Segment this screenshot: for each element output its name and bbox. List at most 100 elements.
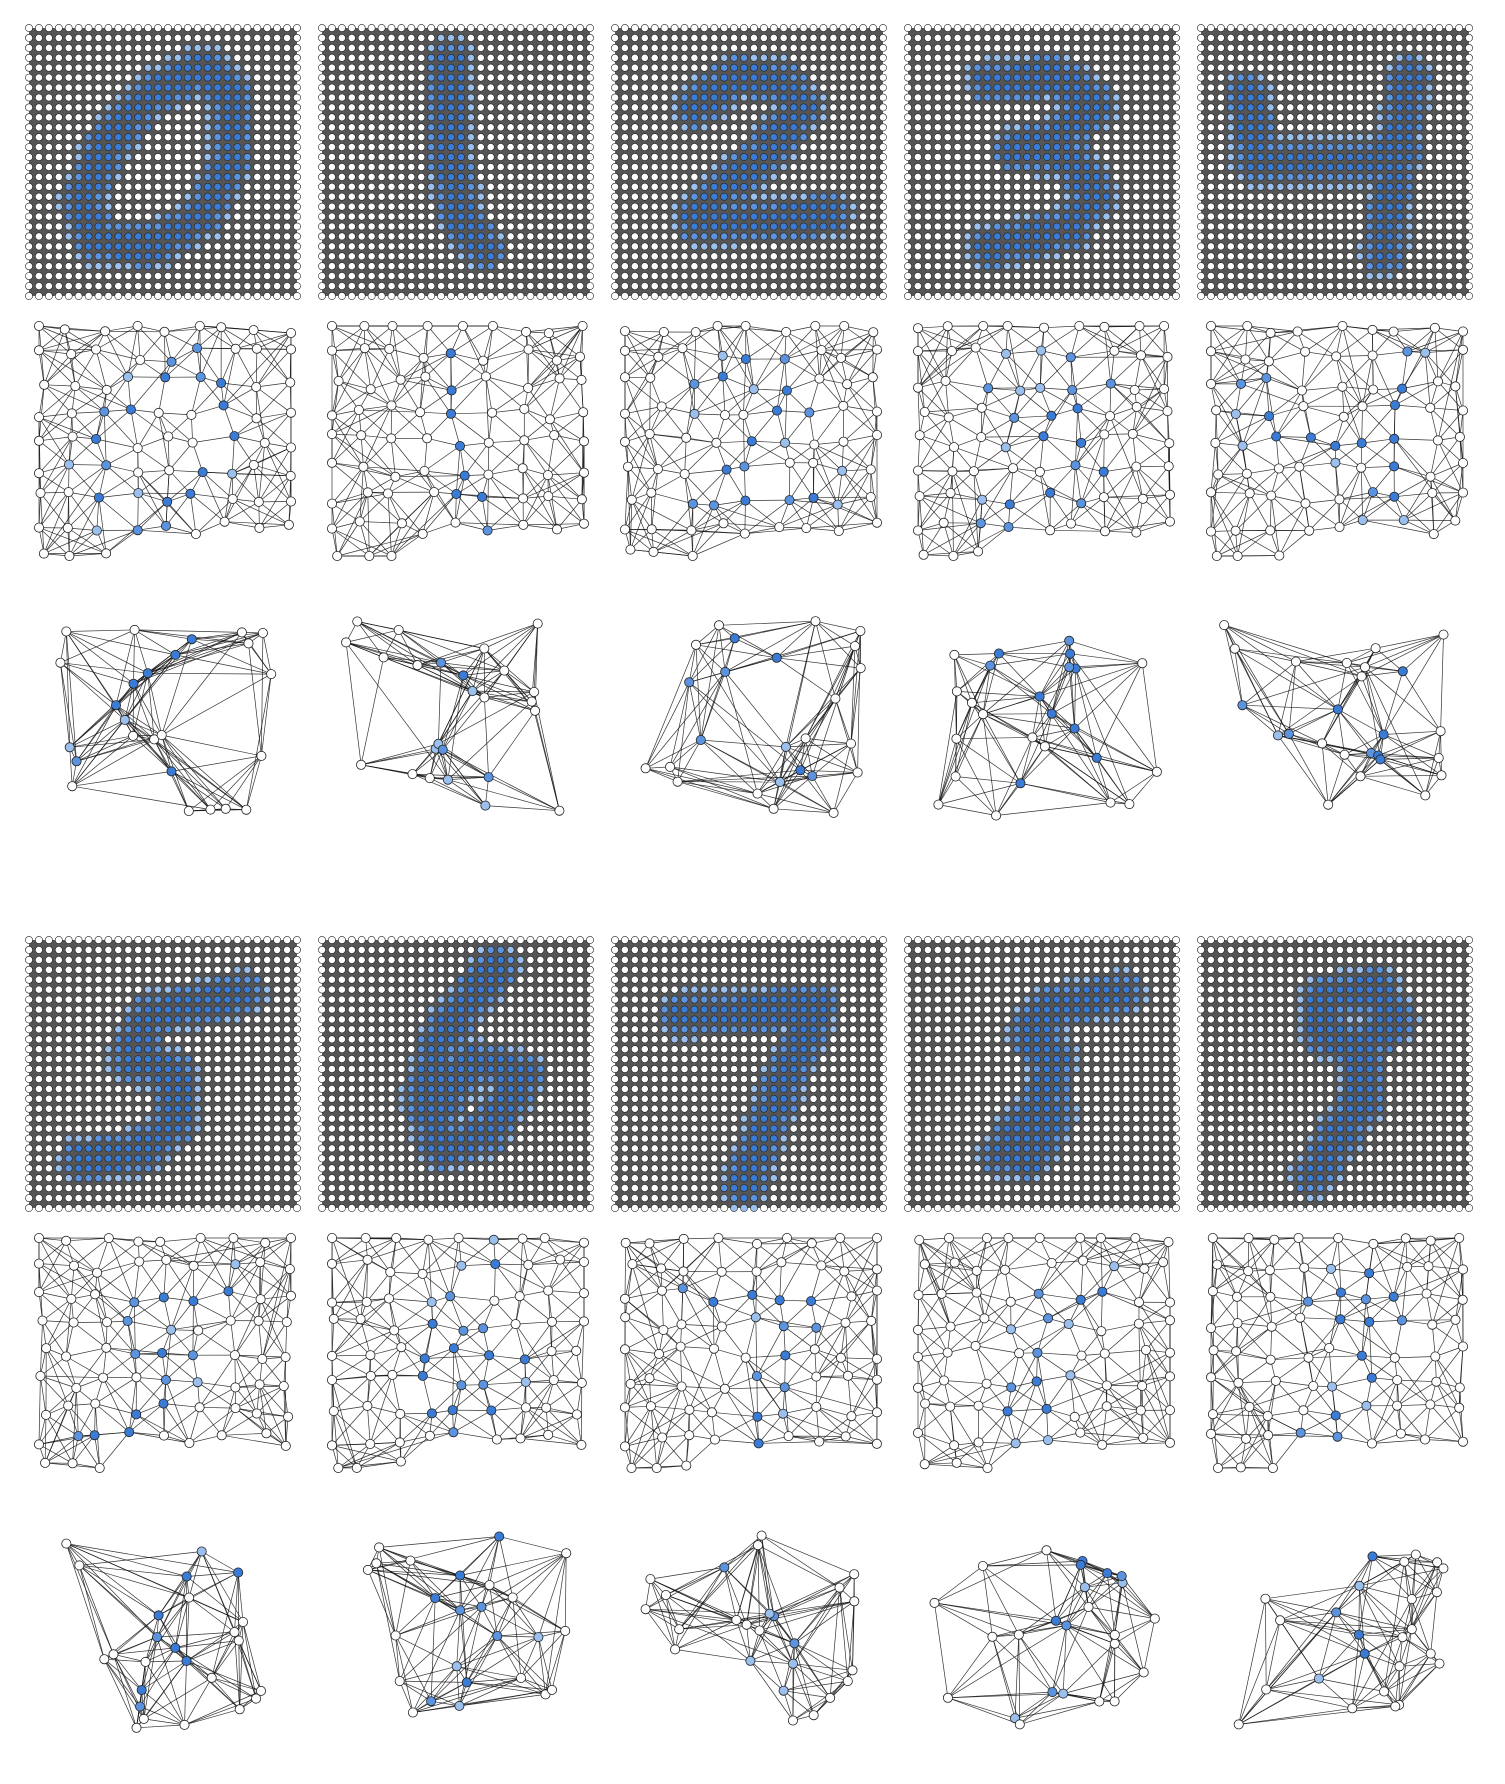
graph-edge xyxy=(694,413,726,416)
pixel-node xyxy=(318,163,326,171)
pixel-node xyxy=(25,232,33,241)
graph-edge xyxy=(220,348,236,384)
graph-edge xyxy=(451,360,484,391)
graph-node xyxy=(396,518,407,529)
pixel-node xyxy=(516,24,525,32)
active-pixel-node xyxy=(193,242,202,251)
graph-edge xyxy=(115,704,162,736)
pixel-node xyxy=(710,143,719,151)
pixel-node xyxy=(506,103,515,112)
pixel-node xyxy=(486,172,495,181)
pixel-node xyxy=(407,153,416,161)
active-pixel-node xyxy=(670,103,679,112)
pixel-node xyxy=(263,202,272,211)
pixel-node xyxy=(486,153,495,161)
pixel-node xyxy=(1003,202,1012,211)
active-pixel-node xyxy=(54,202,63,211)
pixel-node xyxy=(710,292,719,300)
graph-edge xyxy=(819,378,844,407)
active-pixel-node xyxy=(173,83,182,92)
pixel-node xyxy=(879,252,887,261)
active-pixel-node xyxy=(779,93,788,102)
graph-edge xyxy=(669,682,690,767)
pixel-node xyxy=(631,182,639,191)
active-graph-node xyxy=(91,525,102,536)
graph-edge xyxy=(553,411,584,436)
graph-node xyxy=(61,626,72,637)
active-pixel-node xyxy=(680,222,689,231)
pixel-node xyxy=(631,143,639,151)
pixel-node xyxy=(263,292,272,300)
pixel-node xyxy=(1172,232,1180,241)
active-pixel-node xyxy=(203,163,212,171)
pixel-node xyxy=(183,133,192,142)
active-pixel-node xyxy=(740,143,748,151)
pixel-node xyxy=(819,133,828,142)
graph-edge xyxy=(945,347,976,382)
graph-edge xyxy=(167,414,192,437)
graph-edge xyxy=(789,444,815,463)
graph-node xyxy=(517,463,528,474)
pixel-node xyxy=(611,34,619,42)
pixel-node xyxy=(318,222,326,231)
pixel-node xyxy=(740,103,748,112)
active-pixel-node xyxy=(74,202,83,211)
graph-edge xyxy=(694,383,726,416)
pixel-node xyxy=(84,103,93,112)
pixel-node xyxy=(203,24,212,32)
active-pixel-node xyxy=(760,63,768,72)
pixel-node xyxy=(377,232,386,241)
active-pixel-node xyxy=(476,192,485,201)
active-pixel-node xyxy=(243,143,252,151)
active-pixel-node xyxy=(466,83,475,92)
active-pixel-node xyxy=(1072,83,1081,92)
graph-edge xyxy=(776,358,786,411)
active-pixel-node xyxy=(730,192,738,201)
pixel-node xyxy=(621,83,629,92)
pixel-node xyxy=(611,212,619,221)
pixel-node xyxy=(233,262,242,271)
pixel-node xyxy=(869,123,877,132)
graph-edge xyxy=(38,325,106,332)
graph-edge xyxy=(462,325,487,377)
pixel-node xyxy=(879,103,887,112)
pixel-node xyxy=(337,123,346,132)
graph-node xyxy=(814,373,825,384)
active-pixel-node xyxy=(203,153,212,161)
pixel-node xyxy=(25,73,33,82)
active-pixel-node xyxy=(223,172,232,181)
graph-edge xyxy=(843,411,878,442)
pixel-node xyxy=(849,143,858,151)
active-pixel-node xyxy=(1023,133,1031,142)
pixel-node xyxy=(516,182,525,191)
pixel-node xyxy=(690,262,699,271)
graph-edge xyxy=(253,464,292,502)
pixel-node xyxy=(203,272,212,280)
pixel-node xyxy=(1102,153,1111,161)
graph-edge xyxy=(370,348,390,390)
pixel-node xyxy=(611,24,619,32)
active-pixel-node xyxy=(769,53,778,62)
pixel-node xyxy=(367,143,376,151)
graph-edge xyxy=(66,631,148,674)
pixel-node xyxy=(283,163,291,171)
active-pixel-node xyxy=(760,73,768,82)
pixel-node xyxy=(45,123,53,132)
graph-edge xyxy=(491,387,529,413)
pixel-node xyxy=(680,34,689,42)
pixel-node xyxy=(1172,73,1180,82)
active-pixel-node xyxy=(1072,222,1081,231)
active-pixel-node xyxy=(1102,113,1111,122)
pixel-node xyxy=(650,113,659,122)
active-graph-node xyxy=(227,468,238,479)
graph-edge xyxy=(363,466,425,472)
active-pixel-node xyxy=(1082,133,1091,142)
pixel-node xyxy=(54,24,63,32)
pixel-node xyxy=(273,83,281,92)
pixel-node xyxy=(377,24,386,32)
pixel-node xyxy=(750,292,758,300)
pixel-node xyxy=(819,182,828,191)
pixel-node xyxy=(347,143,356,151)
graph-edge xyxy=(175,632,243,656)
pixel-node xyxy=(869,222,877,231)
